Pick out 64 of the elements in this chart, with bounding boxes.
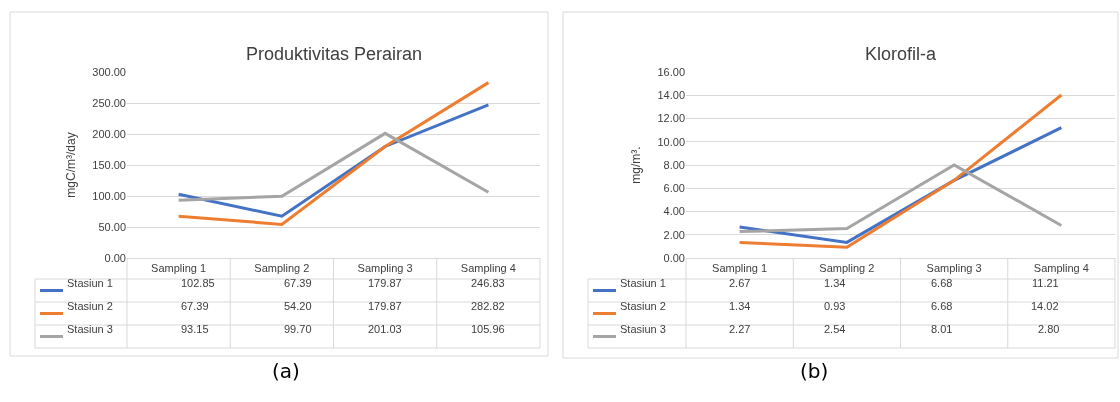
y-tick-label: 50.00 (98, 220, 126, 233)
data-label: 99.70 (284, 323, 312, 335)
data-label: 201.03 (368, 323, 402, 335)
data-label: 67.39 (181, 300, 209, 312)
data-label: 6.68 (931, 300, 953, 312)
data-label: 11.21 (1032, 277, 1059, 289)
data-label: 102.85 (181, 277, 215, 289)
data-label: 2.67 (729, 277, 751, 289)
y-tick-label: 0.00 (663, 251, 685, 264)
x-tick-label: Sampling 2 (819, 262, 875, 275)
y-tick-label: 16.00 (657, 65, 685, 78)
legend-label: Stasiun 3 (67, 323, 113, 335)
data-label: 246.83 (471, 277, 505, 289)
x-tick-label: Sampling 3 (926, 262, 982, 275)
data-label: 105.96 (471, 323, 505, 335)
legend-label: Stasiun 1 (67, 277, 113, 289)
y-tick-label: 150.00 (92, 158, 126, 171)
y-tick-label: 8.00 (663, 158, 685, 171)
x-tick-label: Sampling 1 (151, 262, 207, 275)
line-series (177, 81, 490, 226)
legend-label: Stasiun 2 (67, 300, 113, 312)
y-tick-label: 12.00 (657, 112, 685, 125)
y-tick-label: 6.00 (663, 182, 685, 195)
data-label: 1.34 (729, 300, 751, 312)
text: (a) (272, 359, 300, 383)
y-tick-label: 100.00 (92, 189, 126, 202)
data-label: 67.39 (284, 277, 312, 289)
data-label: 8.01 (931, 323, 953, 335)
line-series (738, 163, 1063, 234)
y-tick-label: 14.00 (657, 89, 685, 102)
y-axis-title: mg/m³. (628, 146, 643, 184)
data-label: 0.93 (824, 300, 846, 312)
line-series (738, 93, 1063, 249)
x-tick-label: Sampling 1 (712, 262, 768, 275)
line-series (177, 131, 490, 202)
y-tick-label: 0.00 (104, 251, 126, 264)
data-label: 1.34 (824, 277, 846, 289)
x-tick-label: Sampling 4 (460, 262, 516, 275)
data-label: 54.20 (284, 300, 312, 312)
data-label: 179.87 (368, 300, 402, 312)
y-tick-label: 200.00 (92, 127, 126, 140)
y-tick-label: 250.00 (92, 96, 126, 109)
data-label: 6.68 (931, 277, 953, 289)
chart-title: Produktivitas Perairan (246, 44, 423, 64)
legend-label: Stasiun 1 (620, 277, 666, 289)
y-tick-label: 300.00 (92, 65, 126, 78)
legend-label: Stasiun 3 (620, 323, 666, 335)
data-label: 282.82 (471, 300, 505, 312)
y-tick-label: 2.00 (663, 228, 685, 241)
data-label: 2.27 (729, 323, 751, 335)
data-label: 2.54 (824, 323, 846, 335)
data-label: 93.15 (181, 323, 209, 335)
chart-title: Klorofil-a (865, 44, 938, 64)
x-tick-label: Sampling 4 (1033, 262, 1089, 275)
x-tick-label: Sampling 2 (254, 262, 310, 275)
data-label: 179.87 (368, 277, 402, 289)
y-axis-title: mgC/m³/day (63, 132, 78, 198)
y-tick-label: 10.00 (657, 135, 685, 148)
data-label: 14.02 (1031, 300, 1059, 312)
data-label: 2.80 (1038, 323, 1060, 335)
x-tick-label: Sampling 3 (357, 262, 413, 275)
y-tick-label: 4.00 (663, 205, 685, 218)
legend-label: Stasiun 2 (620, 300, 666, 312)
text: (b) (800, 359, 829, 383)
